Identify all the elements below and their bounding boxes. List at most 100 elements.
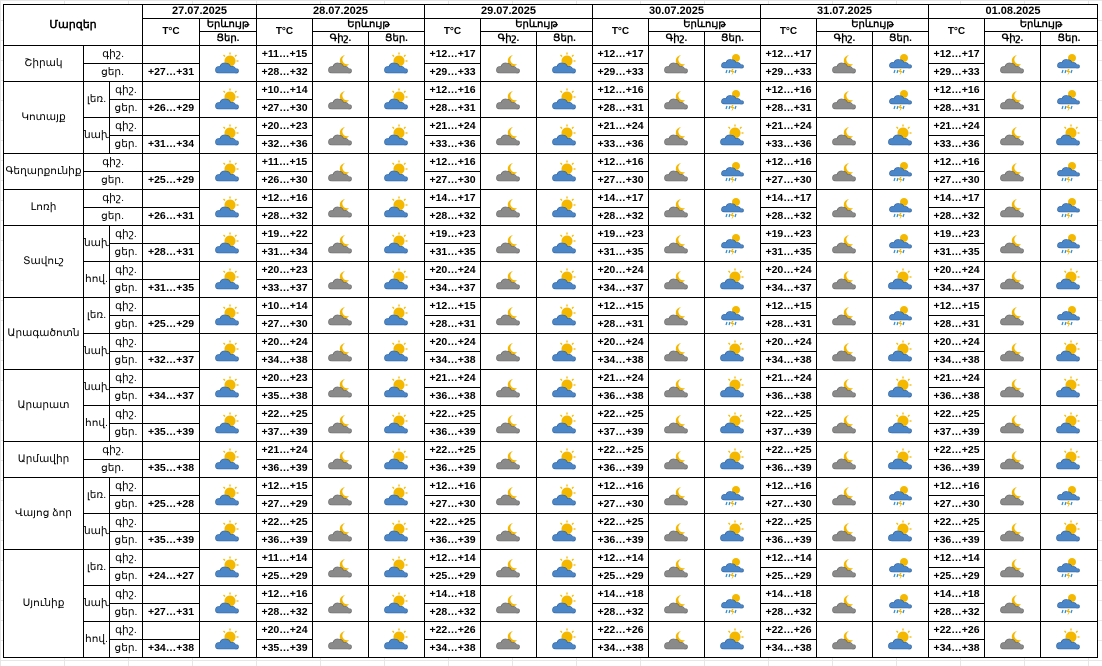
weather-cell (536, 441, 593, 478)
weather-cell (648, 45, 705, 82)
temperature (142, 153, 200, 172)
temperature: +20…+24 (760, 333, 817, 352)
night-label: գիշ. (109, 513, 143, 532)
weather-cell (368, 81, 425, 118)
weather-cell (199, 333, 257, 370)
day-header: Ցեր. (536, 31, 593, 46)
temperature: +36…+38 (424, 387, 481, 406)
weather-cell (480, 405, 537, 442)
day-label: ցեր. (109, 567, 143, 586)
day-label: ցեր. (83, 171, 143, 190)
temperature: +26…+30 (256, 171, 313, 190)
night-label: գիշ. (109, 225, 143, 244)
weather-cell (648, 441, 705, 478)
temperature: +33…+36 (424, 135, 481, 154)
temperature: +31…+35 (142, 279, 200, 298)
temperature (142, 333, 200, 352)
temperature: +25…+29 (256, 567, 313, 586)
weather-cell (536, 405, 593, 442)
temperature: +22…+25 (424, 513, 481, 532)
cloudy-night-icon (326, 162, 356, 181)
cloudy-night-icon (998, 594, 1028, 613)
day-header: Ցեր. (872, 31, 929, 46)
temperature: +21…+24 (928, 117, 985, 136)
temperature: +28…+31 (142, 243, 200, 262)
partly-cloudy-day-icon (550, 592, 580, 613)
day-label: ցեր. (109, 495, 143, 514)
partly-cloudy-day-icon (550, 52, 580, 73)
temperature: +34…+37 (592, 279, 649, 298)
date-header: 01.08.2025 (928, 4, 1098, 19)
temperature: +35…+38 (256, 387, 313, 406)
weather-cell (816, 117, 873, 154)
temperature: +19…+23 (592, 225, 649, 244)
weather-cell (872, 153, 929, 190)
temperature: +12…+15 (256, 477, 313, 496)
weather-cell (1040, 153, 1098, 190)
night-label: գիշ. (109, 477, 143, 496)
weather-cell (648, 405, 705, 442)
partly-cloudy-day-icon (1054, 124, 1084, 145)
temperature: +36…+38 (760, 387, 817, 406)
temperature: +10…+14 (256, 297, 313, 316)
temperature: +22…+25 (424, 441, 481, 460)
subregion-label: նախ. (83, 513, 110, 550)
weather-cell (1040, 189, 1098, 226)
temperature: +14…+17 (928, 189, 985, 208)
temp-header: T°C (928, 18, 985, 46)
weather-cell (872, 369, 929, 406)
temp-header: T°C (592, 18, 649, 46)
partly-cloudy-day-icon (550, 304, 580, 325)
partly-cloudy-day-icon (1054, 412, 1084, 433)
forecast-row: Արարատնախ.գիշ. +20…+23 +21…+24 +21…+24 +21…+… (3, 369, 1098, 442)
cloudy-night-icon (830, 378, 860, 397)
weather-cell (480, 369, 537, 406)
temperature: +28…+32 (256, 207, 313, 226)
cloudy-night-icon (494, 306, 524, 325)
cloudy-night-icon (998, 54, 1028, 73)
temperature: +21…+24 (424, 117, 481, 136)
weather-cell (312, 117, 369, 154)
temperature: +28…+31 (760, 315, 817, 334)
temperature: +14…+17 (592, 189, 649, 208)
partly-cloudy-day-icon (213, 412, 243, 433)
cloudy-night-icon (494, 270, 524, 289)
weather-cell (536, 297, 593, 334)
temperature: +10…+14 (256, 81, 313, 100)
temperature: +19…+23 (928, 225, 985, 244)
cloudy-night-icon (494, 594, 524, 613)
temperature: +12…+16 (928, 81, 985, 100)
day-label: ցեր. (109, 279, 143, 298)
cloudy-night-icon (662, 414, 692, 433)
forecast-row: Արագածոտն լեռ. գիշ. +10…+14 +12…+15 +12…+15 +1… (3, 297, 1098, 370)
partly-cloudy-day-icon (886, 412, 916, 433)
partly-cloudy-day-icon (550, 628, 580, 649)
weather-cell (368, 117, 425, 154)
temperature: +33…+36 (760, 135, 817, 154)
weather-cell (1040, 621, 1098, 658)
partly-cloudy-day-icon (382, 628, 412, 649)
weather-cell (368, 369, 425, 406)
temperature: +36…+39 (424, 423, 481, 442)
partly-cloudy-day-icon (550, 160, 580, 181)
temperature: +35…+39 (256, 639, 313, 658)
partly-cloudy-day-icon (550, 412, 580, 433)
temperature (142, 297, 200, 316)
weather-cell (199, 405, 257, 442)
weather-cell (1040, 585, 1098, 622)
weather-cell (704, 117, 761, 154)
partly-cloudy-day-icon (213, 556, 243, 577)
temperature: +36…+38 (928, 387, 985, 406)
weather-cell (648, 333, 705, 370)
partly-cloudy-day-icon (213, 124, 243, 145)
night-label: գիշ. (109, 333, 143, 352)
temperature: +22…+25 (928, 513, 985, 532)
weather-cell (816, 333, 873, 370)
rain-thunder-icon (1054, 485, 1084, 507)
subregion-label: լեռ. (83, 81, 110, 118)
temperature: +25…+29 (928, 567, 985, 586)
temperature: +29…+33 (760, 63, 817, 82)
day-label: ցեր. (109, 243, 143, 262)
weather-cell (704, 225, 761, 262)
weather-cell (872, 477, 929, 514)
